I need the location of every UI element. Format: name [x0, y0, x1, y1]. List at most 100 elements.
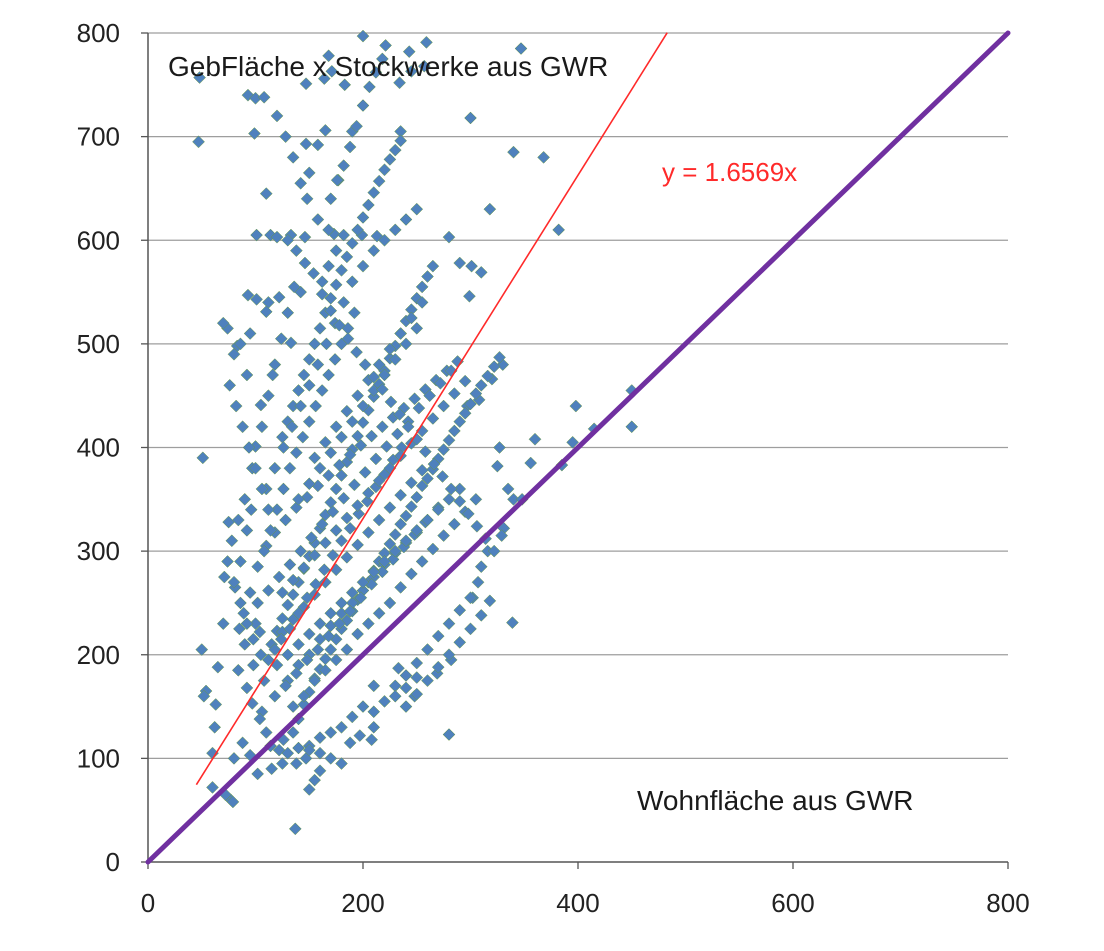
data-point: [262, 503, 275, 517]
data-point: [340, 404, 354, 418]
y-tick-label: 100: [77, 743, 120, 773]
data-point: [388, 528, 402, 541]
data-point: [227, 752, 241, 765]
data-point: [343, 140, 357, 154]
data-point: [319, 663, 332, 677]
data-point: [238, 638, 252, 651]
data-point: [383, 342, 397, 356]
data-point: [297, 561, 311, 575]
data-point: [253, 625, 267, 639]
data-point: [249, 461, 262, 475]
data-point: [356, 29, 370, 43]
data-point: [283, 558, 297, 571]
data-point: [463, 289, 476, 303]
data-point: [335, 757, 348, 770]
data-point: [335, 430, 348, 444]
data-point: [353, 729, 367, 742]
data-point: [253, 712, 267, 726]
data-point: [196, 451, 210, 465]
data-point: [369, 66, 383, 79]
data-point: [292, 638, 305, 651]
data-point: [236, 420, 249, 434]
data-point: [474, 609, 488, 622]
data-point: [302, 378, 316, 392]
data-point: [288, 822, 302, 836]
data-point: [474, 560, 488, 574]
data-point: [410, 202, 424, 216]
data-point: [483, 594, 497, 608]
data-point: [369, 452, 383, 466]
data-point: [308, 548, 321, 562]
data-point: [243, 586, 257, 599]
data-point: [388, 143, 402, 157]
data-point: [453, 603, 467, 617]
data-point: [326, 505, 340, 519]
data-point: [309, 577, 323, 591]
data-point: [250, 292, 263, 306]
data-point: [268, 643, 282, 656]
data-point: [375, 383, 389, 396]
data-point: [279, 513, 292, 527]
data-point: [289, 667, 303, 680]
data-point: [410, 490, 424, 504]
data-point: [362, 526, 375, 539]
data-point: [322, 259, 335, 273]
data-point: [415, 463, 429, 477]
x-tick-label: 800: [986, 888, 1029, 918]
x-tick-label: 0: [141, 888, 155, 918]
data-point: [274, 332, 288, 346]
data-point: [234, 596, 247, 610]
data-point: [337, 228, 351, 242]
data-point: [375, 565, 389, 579]
data-point: [292, 492, 305, 506]
data-point: [311, 358, 325, 371]
data-point: [223, 378, 237, 392]
data-point: [237, 606, 251, 620]
data-point: [319, 435, 332, 449]
data-point: [329, 420, 343, 434]
data-point: [324, 291, 338, 305]
data-point: [292, 741, 305, 755]
data-point: [322, 368, 335, 382]
data-point: [356, 416, 370, 429]
data-point: [453, 415, 467, 428]
data-point: [393, 407, 406, 421]
data-point: [324, 726, 338, 739]
data-point: [415, 296, 429, 309]
data-point: [469, 492, 483, 506]
data-point: [399, 337, 413, 351]
data-point: [493, 441, 506, 454]
data-point: [569, 399, 583, 413]
data-point: [426, 259, 440, 273]
data-point: [284, 336, 298, 350]
data-point: [302, 353, 316, 366]
data-point: [343, 604, 357, 618]
data-point: [378, 163, 391, 177]
data-point: [262, 584, 275, 597]
data-point: [299, 77, 313, 91]
data-point: [367, 679, 381, 693]
data-point: [340, 550, 354, 564]
data-point: [345, 237, 359, 250]
data-point: [330, 173, 344, 187]
y-tick-label: 700: [77, 122, 120, 152]
data-point: [319, 124, 332, 137]
data-point: [302, 415, 316, 428]
x-tick-label: 400: [556, 888, 599, 918]
data-point: [292, 384, 305, 397]
data-point: [351, 223, 364, 237]
data-point: [442, 492, 456, 506]
data-point: [281, 746, 295, 760]
data-point: [298, 230, 312, 244]
data-point: [469, 387, 483, 400]
data-point: [351, 627, 364, 641]
data-point: [464, 591, 477, 605]
data-point: [329, 482, 343, 496]
data-point: [257, 90, 271, 104]
data-point: [343, 448, 357, 462]
data-points: [192, 29, 639, 836]
data-point: [289, 244, 303, 257]
data-point: [259, 305, 273, 319]
data-point: [537, 150, 550, 164]
data-point: [320, 337, 333, 351]
